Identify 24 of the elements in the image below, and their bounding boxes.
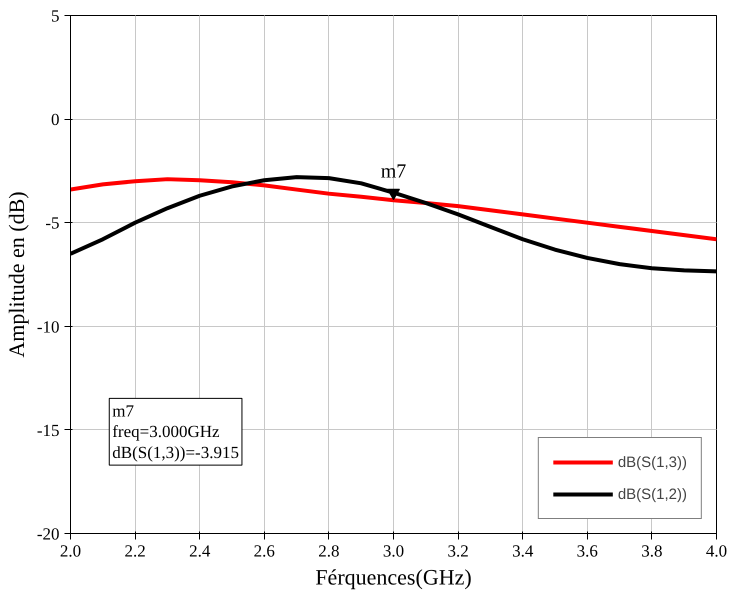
x-tick-label: 3.0	[382, 542, 404, 560]
annotation: m7	[380, 160, 406, 183]
x-tick-label: 4.0	[706, 542, 728, 560]
y-tick-label: -15	[36, 420, 60, 440]
x-tick-label: 3.8	[641, 542, 663, 560]
x-axis-title: Férquences(GHz)	[315, 564, 472, 590]
x-tick-label: 3.4	[512, 542, 534, 560]
y-tick-label: -10	[36, 317, 60, 336]
x-tick-label: 2.0	[60, 542, 82, 560]
x-tick-label: 2.6	[254, 542, 275, 560]
legend-label: dB(S(1,2))	[618, 486, 687, 502]
x-tick-label: 3.6	[576, 542, 598, 560]
y-tick-label: -5	[45, 214, 60, 233]
x-tick-label: 2.2	[124, 542, 146, 560]
y-axis-title: Amplitude en (dB)	[4, 191, 29, 358]
y-tick-label: 0	[51, 110, 60, 130]
y-tick-label: -20	[36, 524, 60, 544]
line-series	[70, 177, 716, 242]
x-tick-label: 3.2	[447, 542, 469, 560]
annotation: m7 freq=3.000GHz dB(S(1,3))=-3.915	[112, 401, 239, 462]
x-tick-label: 2.4	[189, 542, 211, 560]
legend-label: dB(S(1,3))	[618, 454, 687, 470]
y-tick-label: 5	[51, 6, 60, 26]
x-tick-label: 2.8	[318, 542, 340, 560]
